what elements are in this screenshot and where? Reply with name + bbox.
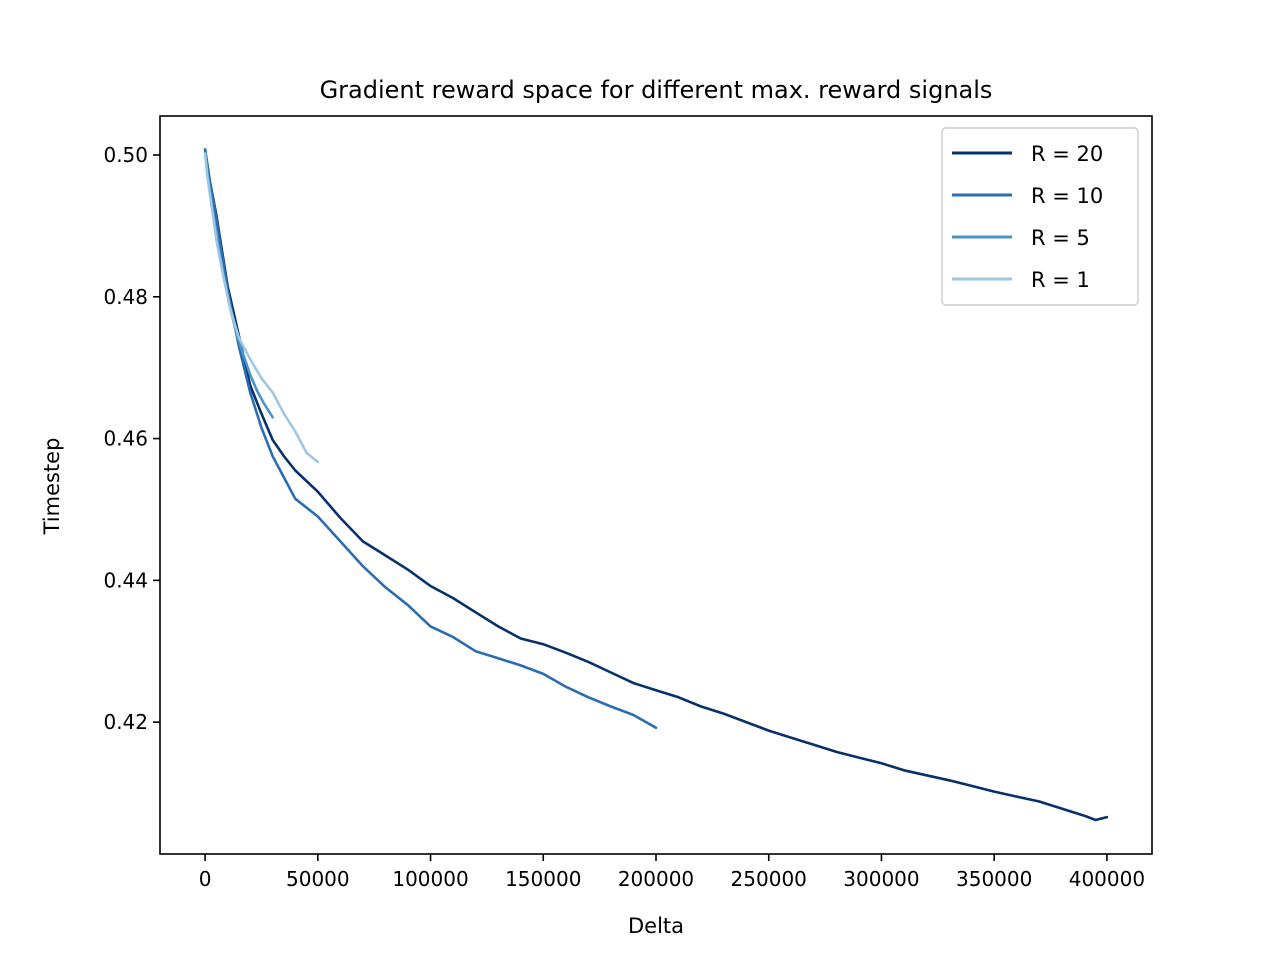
x-tick-label: 0	[199, 867, 212, 891]
legend-box	[941, 127, 1139, 306]
x-tick-label: 100000	[392, 867, 468, 891]
x-tick-label: 400000	[1069, 867, 1145, 891]
series-line-0	[203, 148, 1109, 822]
chart-title: Gradient reward space for different max.…	[320, 76, 993, 104]
x-tick-label: 300000	[843, 867, 919, 891]
legend-label: R = 1	[1031, 268, 1090, 292]
series-line-1	[203, 148, 658, 730]
plot-area	[203, 148, 1109, 822]
y-tick-label: 0.42	[103, 710, 148, 734]
x-tick-label: 350000	[956, 867, 1032, 891]
x-tick-label: 250000	[731, 867, 807, 891]
y-axis-label: Timestep	[40, 438, 64, 536]
x-axis-label: Delta	[628, 914, 684, 938]
series-line-3	[203, 152, 320, 464]
x-tick-label: 200000	[618, 867, 694, 891]
x-tick-label: 50000	[286, 867, 350, 891]
y-tick-label: 0.46	[103, 427, 148, 451]
axes-frame	[159, 115, 1153, 855]
y-axis: 0.42 0.44 0.46 0.48 0.50	[103, 143, 160, 734]
legend-label: R = 5	[1031, 226, 1090, 250]
x-axis: 0 50000 100000 150000 200000 250000 300000 3500…	[199, 854, 1145, 891]
y-tick-label: 0.44	[103, 568, 148, 592]
y-tick-label: 0.48	[103, 285, 148, 309]
x-tick-label: 150000	[505, 867, 581, 891]
y-tick-label: 0.50	[103, 143, 148, 167]
legend-label: R = 10	[1031, 184, 1103, 208]
legend-label: R = 20	[1031, 142, 1103, 166]
legend: R = 20 R = 10 R = 5 R = 1	[941, 127, 1139, 306]
